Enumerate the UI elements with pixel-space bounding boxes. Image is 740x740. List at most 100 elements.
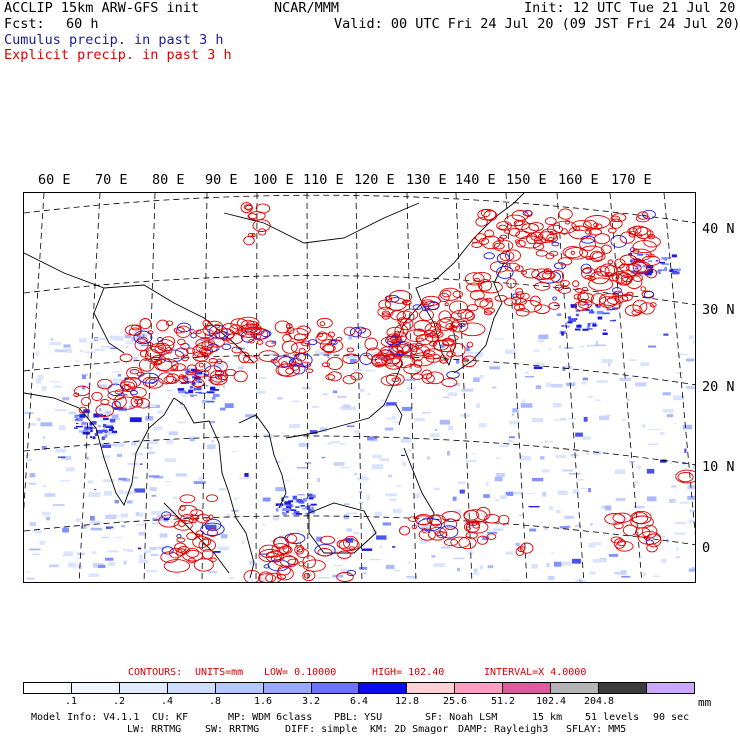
explicit-precip-contour [557, 257, 573, 266]
cumulus-precip-cell [88, 573, 100, 577]
explicit-precip-contour [479, 280, 503, 294]
colorbar-label: .1 [64, 696, 78, 707]
cumulus-precip-cell [110, 426, 114, 430]
cumulus-precip-cell [671, 254, 677, 258]
cumulus-precip-cell [505, 491, 514, 496]
cumulus-precip-cell [602, 332, 608, 335]
cumulus-precip-cell [166, 389, 173, 392]
cumulus-precip-cell [100, 345, 112, 348]
explicit-precip-contour [172, 363, 186, 372]
explicit-precip-contour [607, 259, 614, 265]
cumulus-precip-cell [585, 309, 590, 311]
cumulus-precip-cell [551, 552, 554, 554]
cumulus-precip-cell [29, 522, 37, 527]
explicit-precip-contour [186, 532, 198, 541]
cumulus-precip-cell [44, 493, 56, 497]
cumulus-precip-cell [209, 421, 215, 423]
cumulus-precip-cell [111, 371, 122, 373]
cumulus-precip-cell [442, 396, 450, 399]
cumulus-precip-cell [499, 444, 509, 448]
cumulus-precip-cell [408, 448, 411, 453]
explicit-precip-contour [632, 240, 657, 254]
explicit-precip-contour [562, 246, 584, 259]
explicit-precip-contour [582, 268, 592, 274]
cumulus-precip-cell [202, 400, 215, 403]
explicit-precip-contour [285, 331, 291, 336]
cumulus-precip-cell [669, 269, 678, 272]
explicit-precip-contour [134, 338, 149, 352]
cumulus-precip-cell [647, 496, 657, 502]
cumulus-precip-cell [370, 440, 379, 442]
explicit-precip-contour [471, 242, 483, 248]
cumulus-precip-cell [187, 374, 191, 377]
cumulus-precip-cell [309, 430, 318, 434]
cumulus-precip-cell [529, 528, 537, 532]
explicit-precip-contour [176, 537, 186, 543]
cumulus-precip-cell [579, 579, 582, 582]
colorbar-label: 25.6 [442, 696, 468, 707]
cumulus-precip-cell [663, 333, 669, 336]
cumulus-precip-cell [87, 431, 90, 435]
cumulus-precip-cell [310, 503, 317, 506]
cumulus-precip-cell [561, 325, 565, 327]
cumulus-precip-cell [383, 403, 389, 408]
cumulus-precip-cell [555, 455, 566, 458]
cumulus-precip-cell [466, 346, 470, 352]
cumulus-precip-cell [208, 571, 218, 574]
cumulus-precip-cell [372, 454, 382, 459]
cumulus-precip-cell [496, 457, 500, 460]
cumulus-precip-cell [474, 352, 484, 357]
cumulus-precip-cell [434, 429, 438, 431]
explicit-precip-contour [637, 211, 649, 220]
cumulus-precip-cell [348, 335, 353, 340]
explicit-precip-contour [130, 386, 147, 399]
cumulus-precip-cell [98, 425, 101, 427]
longitude-label: 80 E [152, 172, 185, 188]
cumulus-precip-cell [374, 511, 383, 517]
cumulus-precip-cell [406, 576, 417, 579]
meridian-line [355, 193, 363, 582]
cumulus-precip-cell [41, 386, 47, 391]
explicit-precip-contour [273, 536, 290, 550]
cumulus-precip-cell [75, 360, 80, 362]
explicit-precip-contour [610, 215, 621, 223]
cumulus-precip-cell [144, 333, 147, 338]
cumulus-precip-cell [518, 514, 524, 516]
longitude-label: 100 E [253, 172, 294, 188]
cumulus-precip-cell [397, 390, 404, 392]
explicit-precip-contour [647, 233, 656, 240]
explicit-precip-contour [579, 245, 605, 260]
explicit-precip-contour [182, 549, 204, 562]
cumulus-precip-cell [518, 454, 524, 458]
cumulus-precip-cell [453, 557, 465, 560]
cumulus-precip-cell [302, 387, 311, 390]
cumulus-precip-cell [193, 387, 196, 391]
explicit-precip-contour [458, 536, 477, 550]
cumulus-precip-cell [605, 505, 612, 511]
cumulus-precip-cell [466, 352, 474, 354]
cumulus-precip-cell [689, 335, 694, 340]
colorbar-label: 51.2 [490, 696, 516, 707]
cumulus-precip-cell [242, 540, 245, 545]
cumulus-precip-cell [592, 323, 597, 327]
explicit-precip-contour [174, 347, 189, 358]
cumulus-precip-cell [608, 362, 611, 367]
cumulus-precip-cell [105, 514, 117, 520]
explicit-precip-contour [457, 309, 474, 319]
cumulus-precip-cell [564, 347, 573, 349]
explicit-precip-contour [191, 378, 205, 388]
cumulus-precip-cell [190, 384, 196, 389]
cumulus-precip-cell [83, 429, 89, 432]
cumulus-precip-cell [686, 358, 695, 362]
explicit-precip-contour [645, 268, 658, 279]
cumulus-precip-cell [519, 456, 532, 461]
cumulus-precip-cell [90, 429, 93, 433]
cumulus-precip-cell [528, 506, 540, 508]
cumulus-precip-cell [552, 402, 562, 408]
cumulus-precip-cell [205, 524, 217, 530]
cumulus-precip-cell [164, 458, 177, 462]
cumulus-precip-cell [277, 397, 283, 400]
explicit-precip-contour [185, 547, 200, 558]
cumulus-precip-cell [590, 309, 594, 313]
cumulus-precip-cell [172, 496, 178, 499]
